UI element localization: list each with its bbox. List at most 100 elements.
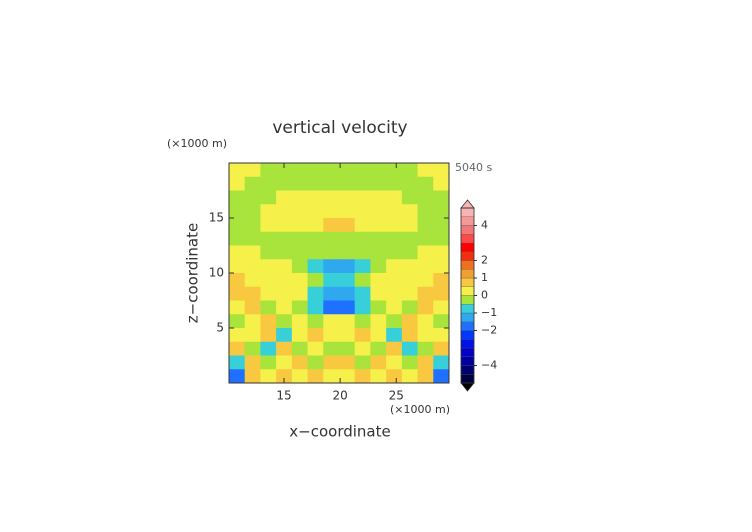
contour-cell [339,231,356,246]
contour-cell [244,300,261,315]
contour-cell [323,245,340,260]
contour-cell [323,204,340,219]
contour-cell [433,314,450,329]
contour-cell [401,190,419,205]
contour-cell [229,369,246,384]
contour-cell [433,231,450,246]
contour-cell [417,369,434,384]
contour-cell [307,218,324,233]
colorbar-tick-label: −4 [481,359,497,372]
contour-cell [417,355,434,370]
contour-cell [244,341,261,356]
y-tick-label: 15 [209,211,224,225]
contour-cell [260,314,277,329]
contour-cell [229,204,246,219]
contour-cell [433,341,450,356]
x-tick-label: 20 [332,389,347,403]
contour-cell [401,204,419,219]
contour-cell [260,218,277,233]
contour-cell [370,355,387,370]
contour-cell [386,245,403,260]
contour-cell [370,286,387,301]
contour-cell [276,176,293,191]
contour-cell [307,273,324,288]
contour-cell [291,231,309,246]
contour-cell [229,259,246,274]
colorbar-band [460,321,475,331]
colorbar-band [460,269,475,279]
contour-cell [433,190,450,205]
contour-cell [229,286,246,301]
contour-cell [386,355,403,370]
contour-cell [370,231,387,246]
contour-cell [307,176,324,191]
contour-cell [323,259,340,274]
contour-cell [339,314,356,329]
contour-cell [323,190,340,205]
contour-cell [244,176,261,191]
contour-cell [229,231,246,246]
contour-cell [433,218,450,233]
contour-cell [291,204,309,219]
contour-cell [307,328,324,343]
colorbar-tick-label: 1 [481,271,488,284]
y-unit: (×1000 m) [167,137,227,150]
contour-cell [417,314,434,329]
contour-cell [260,328,277,343]
contour-cell [307,314,324,329]
contour-cell [323,273,340,288]
colorbar-tick-label: −2 [481,324,497,337]
contour-cell [417,204,434,219]
contour-cell [244,259,261,274]
contour-cell [386,231,403,246]
colorbar-tick-label: −1 [481,306,497,319]
contour-cell [276,245,293,260]
contour-cell [276,369,293,384]
contour-cell [354,314,371,329]
contour-cell [229,355,246,370]
contour-cell [433,176,450,191]
contour-cell [417,341,434,356]
contour-cell [339,355,356,370]
contour-cell [244,314,261,329]
contour-cell [323,218,340,233]
contour-cell [276,341,293,356]
contour-cell [291,273,309,288]
contour-cell [433,300,450,315]
contour-cell [417,259,434,274]
contour-cell [276,328,293,343]
contour-cell [401,328,419,343]
colorbar-band [460,295,475,305]
contour-cell [370,163,387,178]
colorbar-band [460,365,475,375]
contour-cell [433,355,450,370]
contour-cell [354,218,371,233]
contour-cell [370,273,387,288]
contour-cell [401,369,419,384]
colorbar-extend-bottom [460,382,475,392]
contour-cell [307,204,324,219]
contour-cell [229,341,246,356]
contour-cell [354,176,371,191]
contour-cell [370,176,387,191]
contour-cell [339,328,356,343]
contour-cell [354,341,371,356]
contour-cell [417,190,434,205]
contour-cell [386,259,403,274]
colorbar-band [460,330,475,340]
contour-cell [291,190,309,205]
contour-cell [354,369,371,384]
contour-cell [370,259,387,274]
contour-cell [417,176,434,191]
contour-cell [433,286,450,301]
contour-cell [229,163,246,178]
contour-cell [276,218,293,233]
contour-cell [433,245,450,260]
contour-cell [244,204,261,219]
contour-cell [370,369,387,384]
contour-cell [260,231,277,246]
contour-cell [323,369,340,384]
contour-cell [276,163,293,178]
colorbar-band [460,260,475,270]
contour-cell [417,273,434,288]
